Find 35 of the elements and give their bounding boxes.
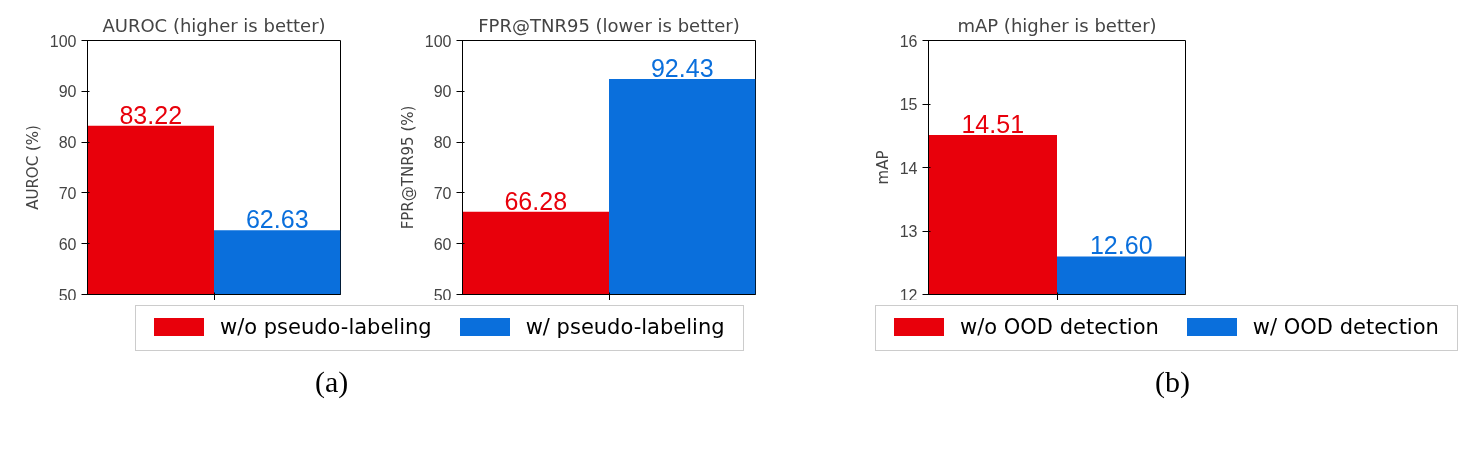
y-tick-label: 13 <box>899 223 918 240</box>
legend-label: w/o pseudo-labeling <box>219 314 432 341</box>
chart-title: AUROC (higher is better) <box>102 14 326 36</box>
y-tick-label: 15 <box>899 96 918 113</box>
y-tick-label: 70 <box>58 184 77 202</box>
y-tick-label: 60 <box>433 235 452 253</box>
y-tick-label: 90 <box>58 83 77 101</box>
y-tick-label: 12 <box>899 286 918 304</box>
y-axis-title: AUROC (%) <box>23 125 42 210</box>
y-tick-label: 50 <box>58 286 77 304</box>
data-label: 12.60 <box>1089 231 1153 260</box>
y-tick-label: 16 <box>899 32 918 50</box>
y-axis-title: FPR@TNR95 (%) <box>398 105 417 230</box>
chart-title: FPR@TNR95 (lower is better) <box>478 14 740 36</box>
y-tick-label: 100 <box>49 32 77 50</box>
text: (b) <box>1155 364 1190 400</box>
y-axis-title: mAP <box>873 150 892 185</box>
data-label: 92.43 <box>650 53 714 82</box>
data-label: 66.28 <box>504 186 568 215</box>
y-tick-label: 80 <box>58 134 77 152</box>
data-label: 83.22 <box>119 100 183 129</box>
legend-label: w/ OOD detection <box>1251 314 1439 341</box>
y-tick-label: 50 <box>433 286 452 304</box>
legend-label: w/ pseudo-labeling <box>524 314 725 341</box>
text: (a) <box>315 364 349 400</box>
y-tick-label: 100 <box>424 32 452 50</box>
y-tick-label: 70 <box>433 184 452 202</box>
y-tick-label: 80 <box>433 134 452 152</box>
data-label: 62.63 <box>245 205 309 234</box>
y-tick-label: 14 <box>899 159 918 177</box>
y-tick-label: 60 <box>58 235 77 253</box>
y-tick-label: 90 <box>433 83 452 101</box>
chart-title: mAP (higher is better) <box>957 14 1157 36</box>
legend-label: w/o OOD detection <box>959 314 1159 341</box>
data-label: 14.51 <box>961 110 1025 139</box>
